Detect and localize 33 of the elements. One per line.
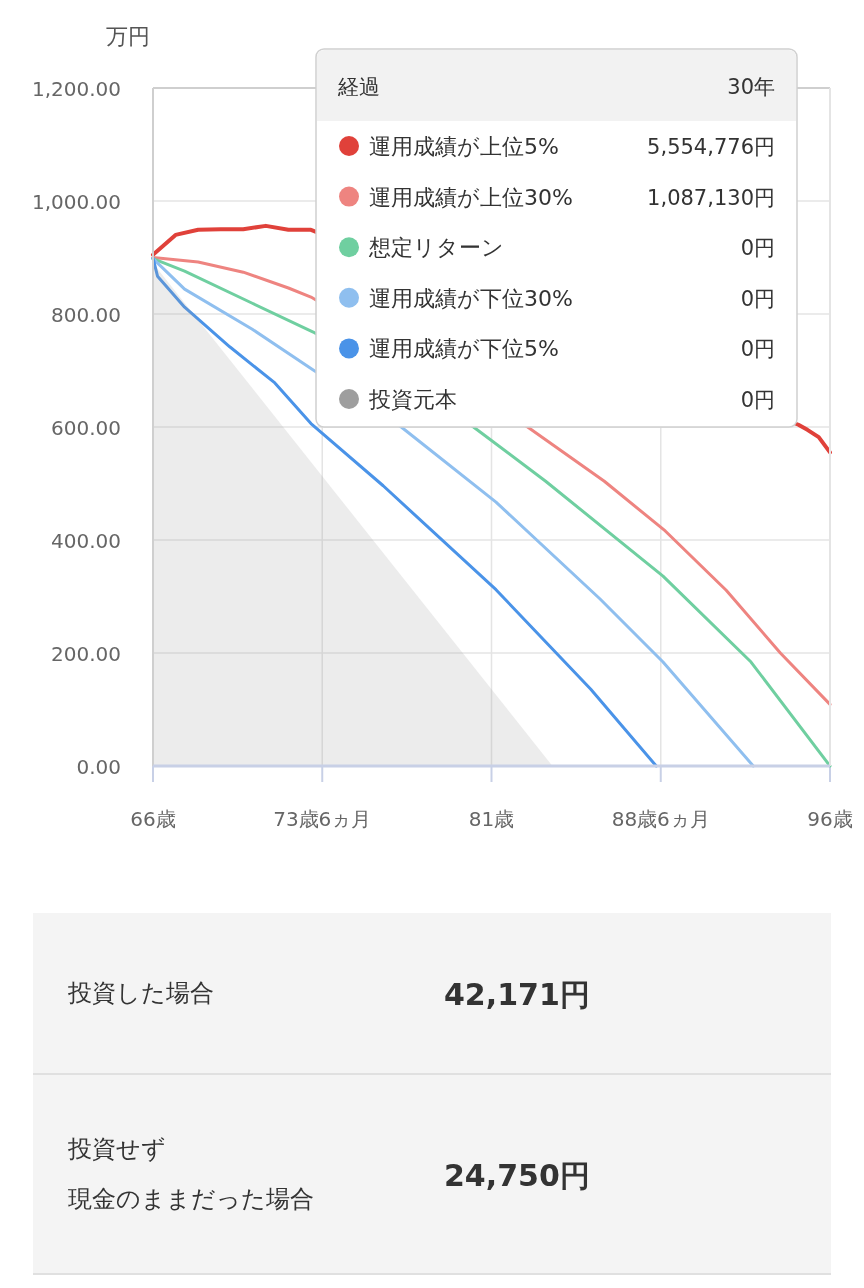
annotation: 1,087,130円 bbox=[647, 185, 775, 210]
x-tick-label: 88歳6ヵ月 bbox=[611, 807, 710, 831]
y-tick-label: 600.00 bbox=[51, 416, 121, 440]
text: 24,750円 bbox=[444, 1158, 590, 1193]
annotation: 30年 bbox=[727, 75, 775, 99]
y-tick-label: 800.00 bbox=[51, 303, 121, 327]
legend-label: 想定リターン bbox=[368, 235, 504, 261]
y-tick-label: 1,200.00 bbox=[31, 77, 121, 101]
text: 現金のままだった場合 bbox=[68, 1185, 314, 1213]
y-tick-label: 1,000.00 bbox=[31, 190, 121, 214]
y-tick-label: 200.00 bbox=[51, 642, 121, 666]
x-tick-label: 81歳 bbox=[468, 807, 515, 831]
annotation: 0円 bbox=[740, 286, 775, 311]
y-tick-label: 400.00 bbox=[51, 529, 121, 553]
legend-label: 運用成績が上位5% bbox=[369, 134, 559, 159]
legend-label: 運用成績が上位30% bbox=[369, 184, 573, 210]
annotation: 0円 bbox=[740, 388, 775, 412]
x-tick-label: 66歳 bbox=[130, 807, 176, 831]
legend-label: 投資元本 bbox=[368, 387, 457, 412]
y-tick-label: 0.00 bbox=[76, 755, 121, 779]
x-tick-label: 73歳6ヵ月 bbox=[273, 807, 372, 831]
x-tick-label: 96歳 bbox=[807, 807, 853, 831]
text: 投資せず bbox=[67, 1135, 166, 1163]
line-series bbox=[151, 256, 658, 768]
y-axis-title: 万円 bbox=[106, 24, 150, 49]
legend-label: 運用成績が下位5% bbox=[369, 336, 559, 362]
annotation: 0円 bbox=[740, 236, 775, 261]
annotation: 0円 bbox=[740, 337, 775, 362]
annotation: 5,554,776円 bbox=[647, 135, 775, 159]
text: 投資した場合 bbox=[67, 979, 214, 1007]
legend-title: 経過 bbox=[337, 75, 380, 99]
text: 42,171円 bbox=[444, 977, 590, 1012]
legend-label: 運用成績が下位30% bbox=[369, 285, 573, 311]
